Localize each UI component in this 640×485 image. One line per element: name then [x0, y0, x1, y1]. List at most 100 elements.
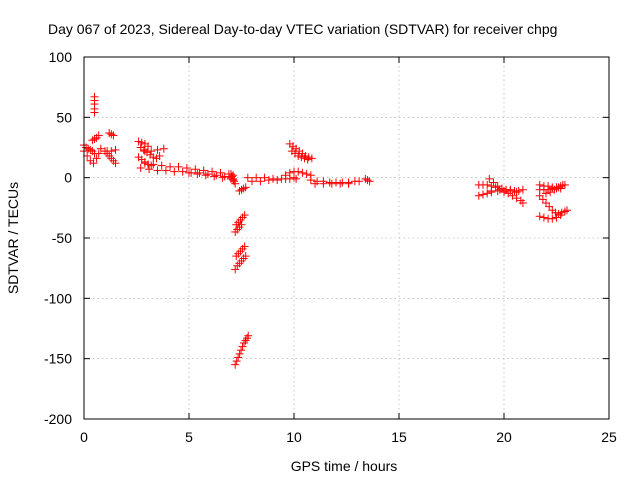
data-point	[203, 170, 212, 179]
data-point	[182, 164, 191, 173]
x-tick-label: 10	[286, 429, 302, 445]
data-point	[208, 167, 217, 176]
y-tick-label: 0	[64, 170, 72, 186]
x-tick-label: 20	[496, 429, 512, 445]
data-point	[264, 176, 273, 185]
data-point	[166, 162, 175, 171]
data-point	[483, 189, 492, 198]
data-point	[111, 145, 120, 154]
data-point	[157, 161, 166, 170]
data-point	[109, 131, 118, 140]
data-point	[508, 191, 517, 200]
y-axis-label: SDTVAR / TECUs	[5, 182, 21, 294]
data-point	[298, 168, 307, 177]
data-point	[153, 145, 162, 154]
data-point	[512, 188, 521, 197]
y-tick-label: 50	[56, 109, 72, 125]
data-point	[153, 166, 162, 175]
data-point	[307, 154, 316, 163]
data-point	[235, 349, 244, 358]
y-tick-label: -200	[44, 411, 72, 427]
data-point	[237, 185, 246, 194]
data-point	[191, 165, 200, 174]
data-point	[294, 167, 303, 176]
data-point	[237, 346, 246, 355]
data-point	[210, 172, 219, 181]
axis-ticks: 0 5 10 15 20 25 -200 -150 -100 -50 0 50 100	[44, 49, 617, 445]
data-point	[88, 136, 97, 145]
y-tick-label: -100	[44, 290, 72, 306]
data-point	[90, 149, 99, 158]
x-tick-label: 0	[80, 429, 88, 445]
data-point	[273, 176, 282, 185]
chart-title: Day 067 of 2023, Sidereal Day-to-day VTE…	[48, 21, 557, 37]
data-point	[252, 173, 261, 182]
data-point	[548, 214, 557, 223]
data-point	[535, 212, 544, 221]
x-axis-label: GPS time / hours	[291, 458, 398, 474]
data-point	[193, 170, 202, 179]
data-point	[212, 171, 221, 180]
data-point	[550, 185, 559, 194]
data-point	[199, 166, 208, 175]
data-point	[240, 242, 249, 251]
data-point	[489, 178, 498, 187]
data-point	[90, 108, 99, 117]
x-tick-label: 25	[601, 429, 617, 445]
data-point	[539, 213, 548, 222]
data-point	[201, 171, 210, 180]
data-point	[144, 142, 153, 151]
data-point	[90, 135, 99, 144]
data-point	[260, 173, 269, 182]
data-point	[185, 168, 193, 177]
data-point	[107, 130, 116, 139]
data-point	[485, 174, 494, 183]
data-point	[491, 183, 500, 192]
x-tick-label: 5	[185, 429, 193, 445]
data-point	[111, 159, 120, 168]
data-point	[86, 145, 95, 154]
y-tick-label: -50	[52, 230, 72, 246]
data-point	[216, 168, 225, 177]
data-point	[355, 177, 364, 186]
data-point	[235, 186, 244, 195]
data-point	[84, 144, 93, 153]
data-point	[546, 188, 555, 197]
data-point	[94, 131, 103, 140]
x-tick-label: 15	[391, 429, 407, 445]
data-point	[239, 184, 248, 193]
data-point	[248, 177, 256, 186]
data-point	[544, 182, 553, 191]
data-point	[244, 331, 253, 340]
data-point	[552, 213, 561, 222]
data-point	[240, 211, 249, 220]
data-point	[241, 252, 250, 261]
data-point	[145, 165, 154, 174]
data-point	[105, 129, 114, 138]
data-point	[556, 211, 565, 220]
data-point	[170, 167, 179, 176]
data-point	[161, 166, 170, 175]
data-point	[234, 353, 243, 362]
data-point	[319, 179, 328, 188]
data-point	[256, 177, 265, 186]
data-point	[560, 207, 569, 216]
data-point	[365, 177, 374, 186]
data-point	[518, 185, 527, 194]
plot-frame	[83, 56, 610, 420]
data-point	[363, 176, 372, 185]
data-point	[495, 185, 504, 194]
data-point	[506, 186, 515, 195]
data-point	[107, 147, 116, 156]
data-point	[474, 191, 483, 200]
data-point	[231, 360, 240, 369]
data-point	[92, 154, 101, 163]
data-point	[159, 144, 168, 153]
data-point	[178, 167, 187, 176]
data-point	[237, 220, 246, 229]
data-point	[361, 174, 370, 183]
data-point	[147, 161, 156, 170]
data-point	[327, 179, 336, 188]
